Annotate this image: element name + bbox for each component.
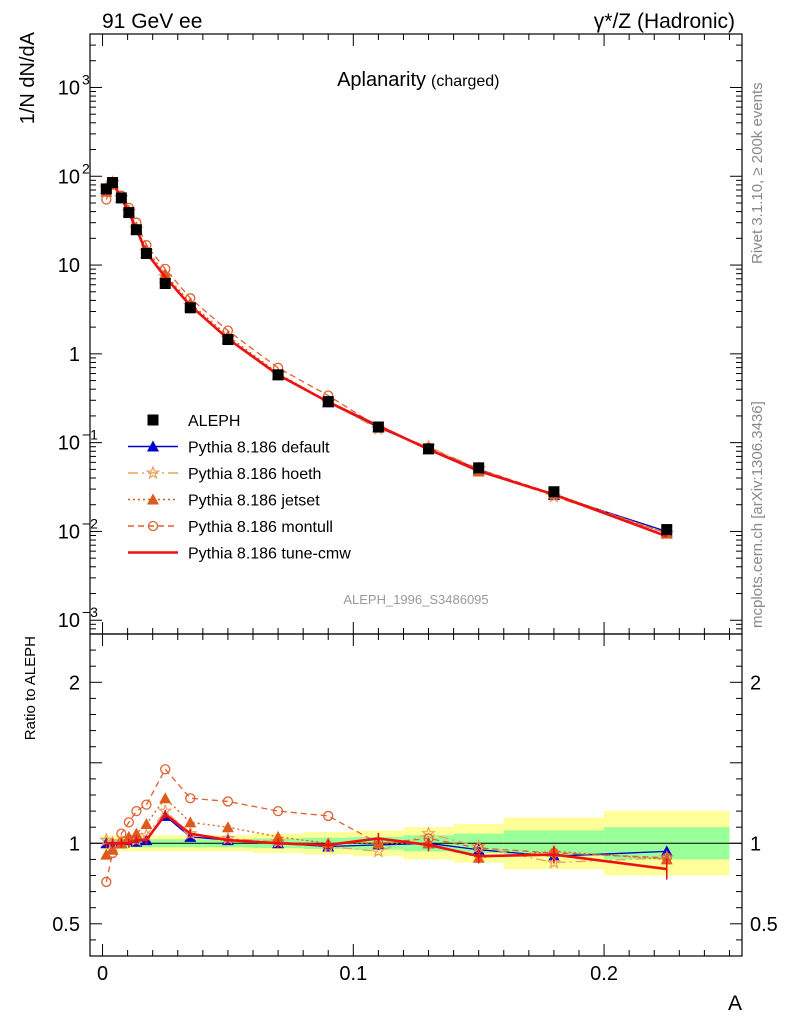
- series-1-ratio-point: [421, 825, 436, 840]
- series-3-line: [105, 183, 667, 534]
- data-point: [322, 396, 334, 408]
- mcplots-label: mcplots.cern.ch [arXiv:1306.3436]: [749, 401, 766, 628]
- series-3-ratio-point: [160, 764, 171, 775]
- legend-marker: [145, 465, 161, 480]
- series-2-ratio-point: [184, 816, 197, 828]
- ratio-tick-label-right: 2: [750, 672, 761, 694]
- x-axis-label: A: [728, 992, 742, 1015]
- data-point: [661, 524, 673, 536]
- legend-marker: [147, 440, 159, 452]
- chart-title: Aplanarity: [337, 69, 426, 91]
- data-point: [222, 334, 234, 346]
- header-process-label: γ*/Z (Hadronic): [594, 10, 735, 33]
- y-tick-label: 10: [58, 521, 80, 543]
- main-frame: [89, 33, 743, 635]
- data-point: [184, 302, 196, 314]
- series-2-ratio-line: [105, 797, 667, 861]
- legend: ALEPH Pythia 8.186 default Pythia 8.186 ho…: [128, 413, 351, 563]
- series-3-ratio-point: [323, 810, 334, 822]
- side-labels: Rivet 3.1.10, ≥ 200k events mcplots.cern…: [749, 82, 766, 628]
- legend-label: Pythia 8.186 jetset: [188, 493, 320, 510]
- series-lines: [98, 174, 675, 888]
- data-point: [140, 247, 152, 259]
- series-3-ratio-point: [123, 817, 135, 828]
- legend-label: Pythia 8.186 montull: [188, 519, 333, 536]
- series-3-ratio-point: [272, 805, 284, 817]
- y-tick-exponent: −3: [82, 604, 98, 620]
- series-2-ratio-point: [221, 821, 234, 833]
- x-tick-label: 0.2: [590, 963, 618, 985]
- chart-subtitle: (charged): [431, 73, 499, 90]
- series-3-ratio-point: [101, 876, 112, 888]
- series-3-ratio-line: [105, 768, 667, 883]
- y-tick-label: 10: [58, 255, 80, 277]
- data-point: [123, 207, 135, 219]
- ratio-tick-label-right: 1: [750, 833, 761, 855]
- data-point: [272, 369, 284, 381]
- series-4-line: [105, 180, 668, 538]
- series-1-ratio-point: [371, 843, 386, 858]
- x-tick-label: 0.1: [339, 963, 367, 985]
- series-3-ratio-point: [141, 799, 152, 810]
- series-1-ratio-point: [546, 854, 562, 869]
- y-tick-exponent: −2: [82, 515, 98, 531]
- rivet-version-label: Rivet 3.1.10, ≥ 200k events: [749, 82, 766, 264]
- data-point: [130, 224, 142, 236]
- series-2-ratio-point: [106, 843, 119, 855]
- y-tick-label: 1: [69, 344, 80, 366]
- header: 91 GeV ee γ*/Z (Hadronic): [102, 10, 735, 33]
- legend-label: Pythia 8.186 default: [188, 440, 330, 457]
- y-tick-exponent: −1: [82, 427, 98, 443]
- data-point: [100, 183, 112, 195]
- data-point: [423, 443, 435, 455]
- analysis-tag: ALEPH_1996_S3486095: [343, 592, 488, 607]
- series-3-ratio-point: [185, 793, 196, 804]
- data-point: [372, 421, 384, 433]
- data-point: [107, 177, 119, 189]
- series-2-ratio-point: [159, 792, 172, 804]
- y-axis-label: 1/N dN/dA: [17, 31, 39, 124]
- series-3-ratio-point: [222, 796, 234, 807]
- x-tick-label: 0: [97, 963, 108, 985]
- y-tick-label: 10: [58, 77, 80, 99]
- legend-label: ALEPH: [188, 413, 240, 430]
- ratio-tick-label: 2: [69, 672, 80, 694]
- y-tick-exponent: 2: [82, 160, 90, 176]
- data-point: [548, 486, 560, 498]
- y-tick-label: 10: [58, 433, 80, 455]
- series-2-ratio-point: [140, 817, 153, 829]
- data-point: [115, 192, 127, 204]
- series-2-ratio-point: [122, 830, 135, 842]
- ratio-tick-label: 0.5: [52, 914, 80, 936]
- series-3-ratio-point: [131, 805, 142, 817]
- series-3-point: [160, 263, 171, 275]
- legend-marker: [147, 493, 159, 505]
- legend-marker: [147, 414, 159, 426]
- chart-labels: Aplanarity (charged) ALEPH_1996_S3486095…: [17, 31, 742, 1015]
- data-point: [159, 277, 171, 289]
- legend-label: Pythia 8.186 tune-cmw: [188, 546, 351, 563]
- y-tick-label: 10: [58, 610, 80, 632]
- ratio-tick-label: 1: [69, 833, 80, 855]
- series-3-ratio-point: [107, 847, 118, 859]
- header-energy-label: 91 GeV ee: [102, 10, 202, 33]
- series-3-point: [101, 194, 112, 205]
- data-point: [473, 462, 485, 474]
- y-tick-exponent: 3: [82, 71, 90, 87]
- series-2-ratio-point: [130, 827, 143, 839]
- data-points: [100, 177, 673, 536]
- ratio-tick-label-right: 0.5: [750, 914, 778, 936]
- legend-marker: [147, 520, 159, 532]
- ratio-axis-label: Ratio to ALEPH: [22, 636, 39, 740]
- y-tick-label: 10: [58, 166, 80, 188]
- series-2-ratio-point: [272, 830, 285, 842]
- series-3-ratio-point: [116, 828, 127, 839]
- series-4-ratio-line: [106, 812, 667, 871]
- legend-label: Pythia 8.186 hoeth: [188, 466, 321, 483]
